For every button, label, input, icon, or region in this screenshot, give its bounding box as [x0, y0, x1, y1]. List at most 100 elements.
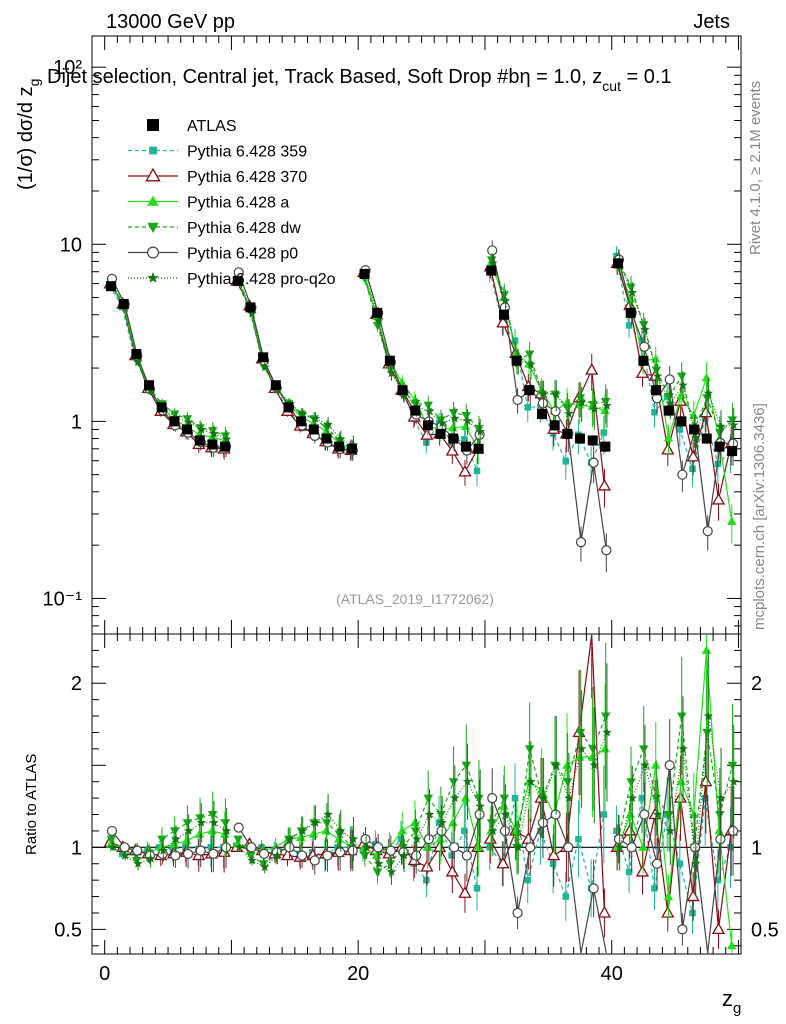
data-point-pp0 — [639, 341, 650, 352]
data-point-p370 — [420, 428, 434, 440]
series-line-p359 — [615, 255, 731, 471]
legend-marker-pdw — [147, 222, 159, 233]
data-point-pq2o — [221, 434, 232, 444]
ratio-line-pp0 — [365, 814, 481, 857]
series-line-pp0 — [111, 278, 227, 449]
data-point-p359 — [689, 465, 696, 473]
ratio-point-p359 — [562, 893, 570, 900]
data-point-atlas — [600, 441, 611, 452]
legend-label-pdw: Pythia 6.428 dw — [187, 220, 301, 237]
x-axis-label-main: z — [722, 986, 733, 1011]
ratio-point-p359 — [727, 844, 734, 851]
ratio-point-pq2o — [488, 825, 498, 835]
ratio-point-pp0 — [449, 842, 460, 853]
data-point-pdw — [600, 397, 611, 407]
data-point-atlas — [270, 380, 281, 391]
data-point-atlas — [156, 402, 167, 413]
data-point-pq2o — [538, 388, 549, 398]
ratio-y-tick-label-right: 1 — [751, 837, 762, 859]
ratio-point-p370 — [597, 905, 612, 918]
ratio-y-tick-label: 0.5 — [54, 919, 82, 941]
ratio-point-p370 — [521, 832, 535, 844]
data-point-pq2o — [500, 295, 511, 305]
ratio-point-pa — [182, 835, 192, 845]
data-point-atlas — [194, 435, 205, 446]
data-point-pdw — [474, 425, 484, 434]
ratio-point-pdw — [360, 852, 370, 861]
data-point-pdw — [410, 399, 421, 409]
series-line-pp0 — [491, 250, 607, 551]
ratio-point-pp0 — [512, 907, 523, 919]
ratio-point-pq2o — [234, 842, 245, 852]
data-point-atlas — [258, 352, 269, 363]
ratio-point-pp0 — [284, 842, 295, 853]
ratio-point-pp0 — [613, 834, 625, 845]
data-point-pp0 — [702, 526, 713, 537]
ratio-point-pq2o — [209, 817, 219, 827]
plot-title: Dijet selection, Central jet, Track Base… — [47, 66, 672, 94]
ratio-point-pdw — [182, 819, 193, 828]
data-point-pq2o — [247, 308, 257, 318]
ratio-point-p370 — [280, 848, 295, 861]
data-point-atlas — [131, 349, 142, 360]
ratio-point-pa — [701, 645, 712, 654]
data-point-atlas — [359, 268, 370, 279]
data-point-pq2o — [589, 404, 599, 414]
ratio-point-pq2o — [576, 743, 587, 753]
data-point-p370 — [496, 315, 510, 328]
ratio-point-pp0 — [106, 825, 118, 837]
data-point-atlas — [346, 443, 357, 454]
ratio-point-p359 — [714, 876, 722, 884]
ratio-point-pq2o — [158, 845, 169, 855]
ratio-plot-frame — [91, 633, 742, 955]
ratio-point-pq2o — [399, 850, 409, 860]
main-y-tick-label: 10 — [60, 234, 82, 256]
ratio-point-pq2o — [323, 809, 333, 819]
series-main-atlas — [106, 258, 738, 457]
data-point-atlas — [245, 302, 256, 313]
ratio-point-pp0 — [525, 842, 536, 853]
ratio-point-pp0 — [208, 848, 219, 859]
data-point-p370 — [445, 443, 459, 456]
data-point-pa — [701, 372, 712, 382]
ratio-point-p359 — [613, 827, 620, 835]
data-point-p370 — [597, 478, 612, 491]
plot-title-val: = 0.1 — [621, 66, 672, 88]
data-point-pq2o — [602, 400, 612, 410]
data-point-pdw — [588, 400, 598, 410]
plot-title-eta: η = 1.0, z — [519, 66, 602, 88]
energy-label: 13000 GeV pp — [106, 11, 235, 33]
ratio-point-pq2o — [538, 793, 549, 803]
ratio-point-pdw — [474, 794, 484, 804]
data-point-pdw — [182, 415, 193, 424]
ratio-line-p370 — [616, 781, 732, 930]
main-y-tick-label: 10² — [53, 57, 82, 79]
data-point-p359 — [423, 439, 430, 446]
data-point-pq2o — [729, 420, 739, 430]
ratio-point-p359 — [676, 860, 684, 867]
ratio-line-pa — [617, 650, 733, 946]
ratio-point-pa — [410, 817, 420, 827]
ratio-point-pq2o — [640, 760, 650, 770]
data-point-p370 — [458, 464, 472, 477]
series-ratio-pq2o — [107, 649, 739, 896]
ratio-point-pq2o — [564, 793, 574, 803]
ratio-point-pp0 — [170, 850, 181, 861]
data-point-pq2o — [133, 357, 143, 367]
data-point-atlas — [182, 424, 193, 435]
ratio-point-pp0 — [689, 842, 701, 853]
ratio-point-pp0 — [664, 760, 675, 771]
ratio-point-pp0 — [373, 842, 384, 853]
ratio-line-pp0 — [618, 765, 734, 954]
series-line-pdw — [617, 259, 733, 434]
data-point-atlas — [106, 281, 117, 292]
ratio-point-pdw — [727, 761, 738, 771]
ratio-point-pa — [714, 825, 724, 835]
legend-label-atlas: ATLAS — [187, 118, 237, 135]
ratio-point-pq2o — [678, 743, 688, 753]
ratio-point-pq2o — [729, 776, 739, 786]
data-point-pq2o — [716, 421, 726, 431]
data-point-pdw — [702, 394, 712, 403]
ratio-point-pq2o — [348, 834, 359, 844]
ratio-point-pp0 — [651, 858, 663, 869]
